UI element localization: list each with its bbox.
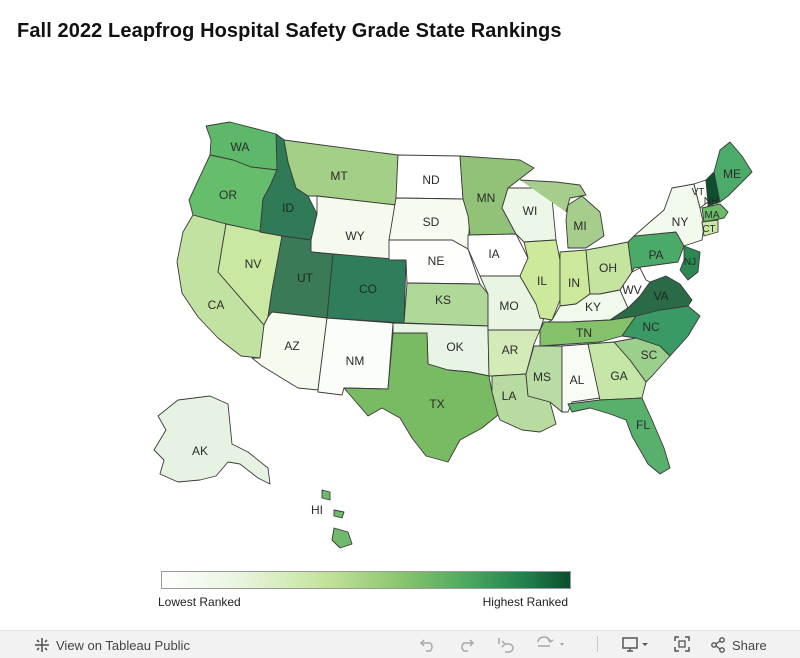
- state-nj[interactable]: [679, 245, 701, 281]
- label-ks: KS: [435, 293, 451, 307]
- view-on-tableau-link[interactable]: View on Tableau Public: [34, 637, 190, 653]
- label-nd: ND: [422, 173, 440, 187]
- redo-icon[interactable]: [456, 634, 476, 654]
- label-al: AL: [570, 373, 585, 387]
- refresh-icon[interactable]: [534, 634, 568, 654]
- label-ne: NE: [428, 254, 445, 268]
- label-ut: UT: [297, 271, 314, 285]
- label-ca: CA: [208, 298, 225, 312]
- label-oh: OH: [599, 261, 617, 275]
- label-mi: MI: [573, 219, 586, 233]
- legend-color-ramp: [161, 571, 571, 589]
- label-mn: MN: [477, 191, 496, 205]
- undo-icon[interactable]: [418, 634, 438, 654]
- state-mi[interactable]: [519, 179, 605, 249]
- revert-icon[interactable]: [496, 634, 516, 654]
- view-on-tableau-label: View on Tableau Public: [56, 637, 190, 653]
- state-fl[interactable]: [567, 397, 671, 475]
- label-tx: TX: [429, 397, 444, 411]
- label-ga: GA: [610, 369, 627, 383]
- label-mo: MO: [499, 299, 518, 313]
- toolbar-divider: [597, 636, 598, 652]
- state-wv[interactable]: [619, 267, 651, 309]
- label-va: VA: [653, 289, 668, 303]
- share-button[interactable]: Share: [710, 637, 767, 653]
- label-me: ME: [723, 167, 741, 181]
- state-ak[interactable]: [153, 395, 271, 485]
- label-or: OR: [219, 188, 237, 202]
- share-label: Share: [732, 637, 767, 653]
- label-ok: OK: [446, 340, 463, 354]
- legend-low-label: Lowest Ranked: [158, 595, 241, 609]
- state-wy[interactable]: [310, 195, 397, 261]
- state-ct[interactable]: [701, 219, 719, 237]
- label-tn: TN: [576, 326, 592, 340]
- label-id: ID: [282, 201, 294, 215]
- label-mt: MT: [330, 169, 348, 183]
- label-ar: AR: [502, 343, 519, 357]
- label-in: IN: [568, 276, 580, 290]
- label-sd: SD: [423, 215, 440, 229]
- label-nm: NM: [346, 354, 365, 368]
- fullscreen-icon[interactable]: [672, 634, 692, 654]
- state-tx[interactable]: [343, 332, 499, 463]
- state-me[interactable]: [713, 141, 753, 203]
- label-fl: FL: [636, 418, 650, 432]
- label-ia: IA: [488, 247, 499, 261]
- label-nv: NV: [245, 257, 262, 271]
- label-az: AZ: [284, 339, 299, 353]
- state-hi[interactable]: [321, 489, 353, 549]
- tableau-toolbar: View on Tableau Public Share: [0, 630, 800, 658]
- state-az[interactable]: [251, 311, 328, 391]
- label-wv: WV: [622, 283, 641, 297]
- label-wi: WI: [523, 204, 538, 218]
- label-nh: NH: [704, 196, 718, 207]
- state-ma[interactable]: [701, 203, 729, 223]
- label-sc: SC: [641, 348, 658, 362]
- label-vt: VT: [692, 187, 705, 198]
- label-co: CO: [359, 282, 377, 296]
- label-wy: WY: [345, 229, 364, 243]
- label-nc: NC: [642, 320, 660, 334]
- label-ky: KY: [585, 300, 601, 314]
- chart-title: Fall 2022 Leapfrog Hospital Safety Grade…: [17, 20, 562, 42]
- label-ny: NY: [672, 215, 689, 229]
- tableau-logo-icon: [35, 638, 49, 652]
- label-il: IL: [537, 274, 547, 288]
- state-nh[interactable]: [705, 171, 721, 207]
- label-hi: HI: [311, 503, 323, 517]
- label-wa: WA: [231, 140, 250, 154]
- label-ak: AK: [192, 444, 208, 458]
- legend-high-label: Highest Ranked: [482, 595, 568, 609]
- label-pa: PA: [648, 248, 663, 262]
- download-icon[interactable]: [620, 634, 654, 654]
- state-nm[interactable]: [317, 317, 394, 396]
- label-ms: MS: [533, 370, 551, 384]
- label-ct: CT: [702, 224, 715, 235]
- label-la: LA: [502, 389, 517, 403]
- label-ma: MA: [705, 210, 720, 221]
- label-nj: NJ: [684, 257, 696, 268]
- share-icon: [711, 637, 725, 653]
- state-il[interactable]: [519, 239, 561, 321]
- us-choropleth-map: WA OR CA NV ID MT WY UT AZ CO NM ND SD N…: [153, 121, 753, 549]
